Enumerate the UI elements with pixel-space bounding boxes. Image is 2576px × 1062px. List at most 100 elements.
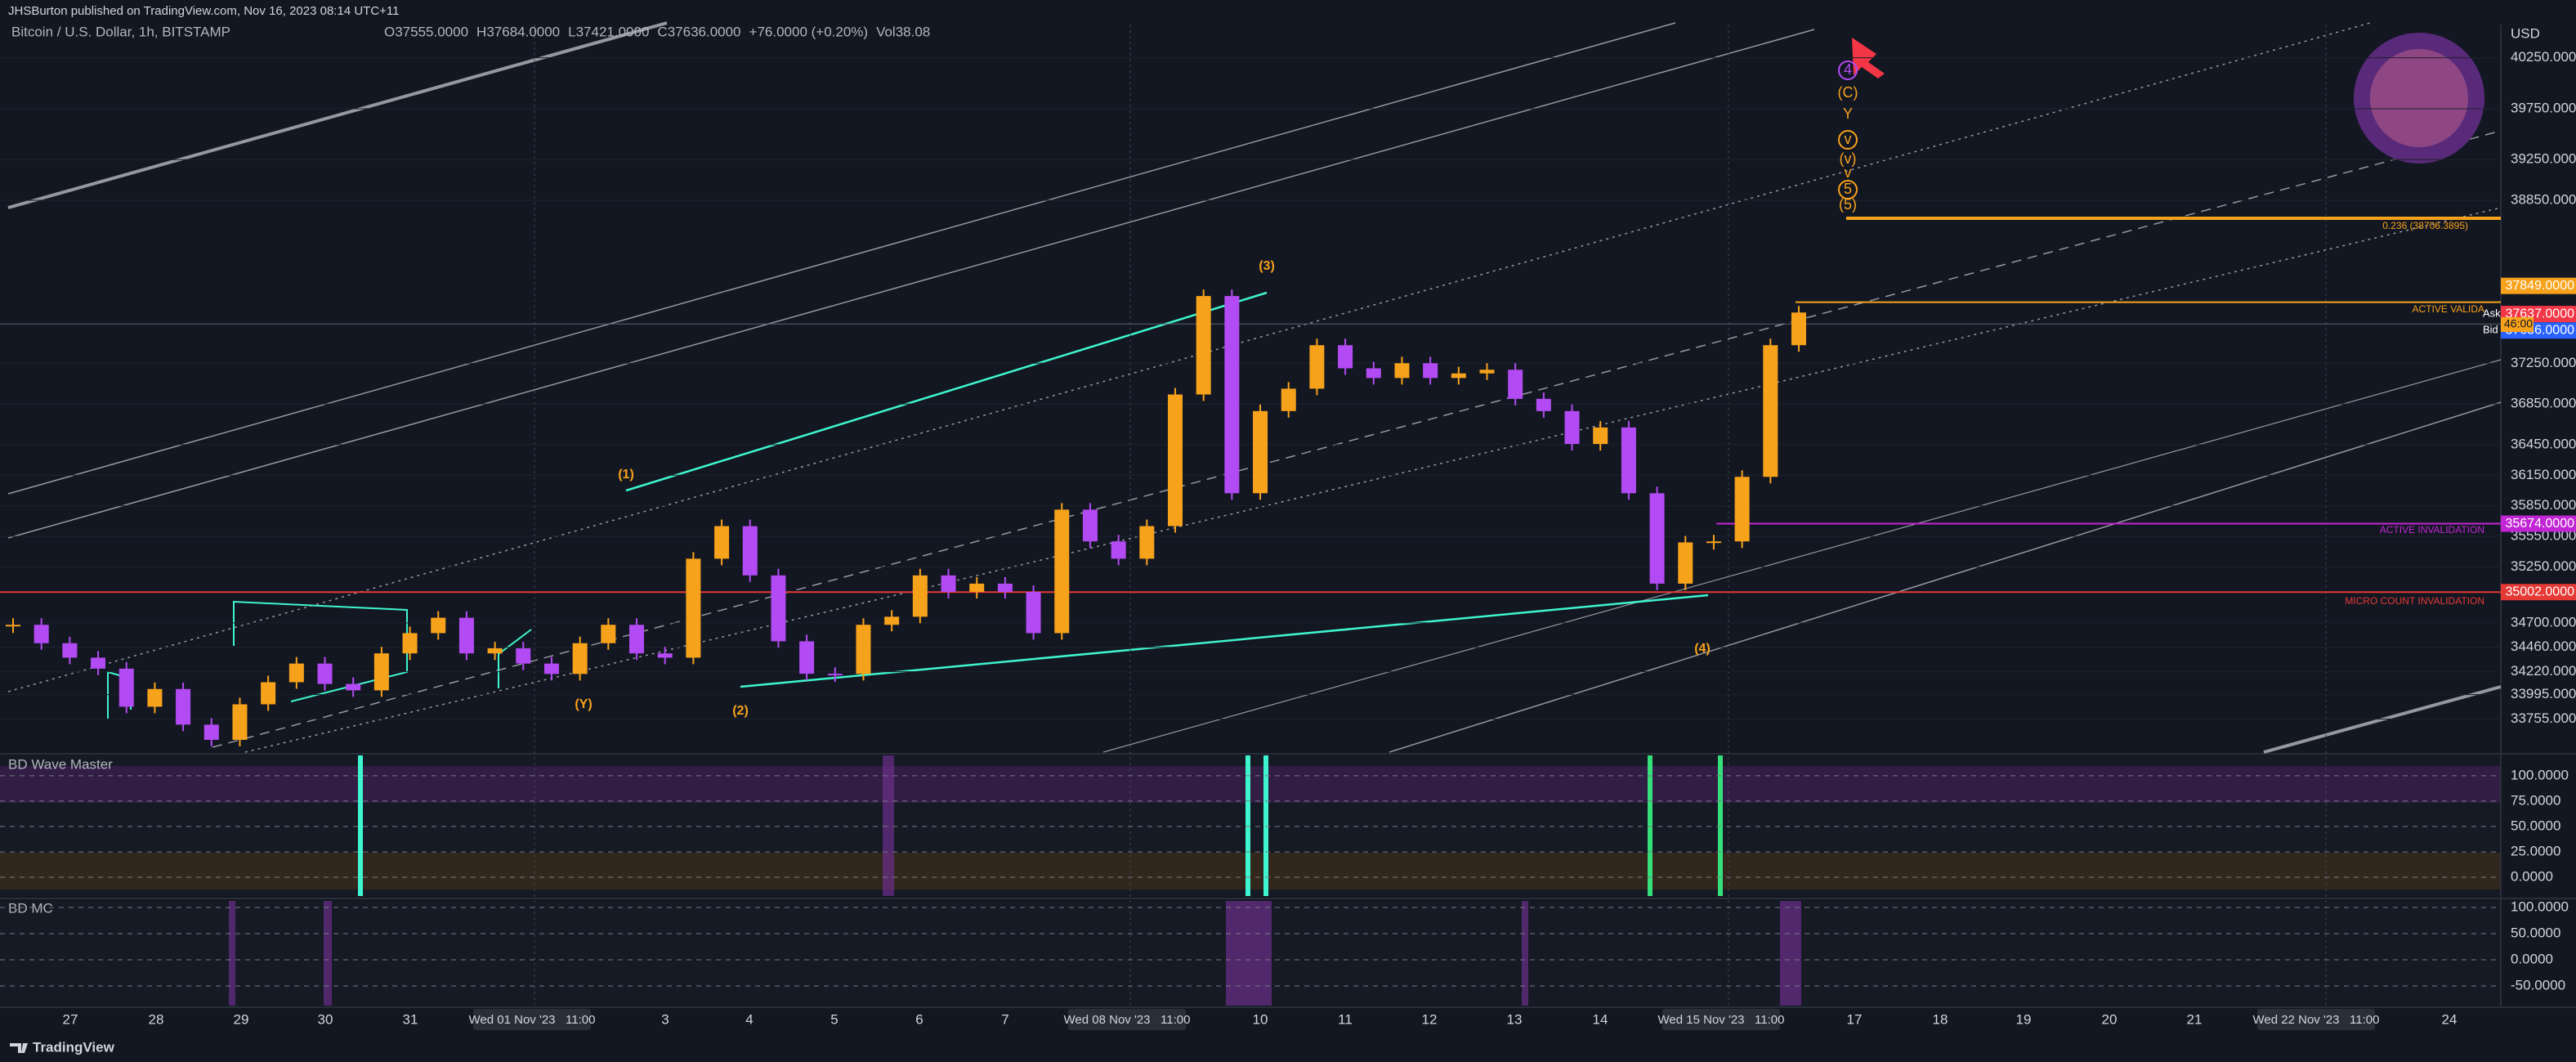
candle [1196,296,1211,395]
channel-line [7,22,1676,495]
candle [771,575,786,642]
candle [827,674,843,676]
candle [856,625,871,674]
x-tick-label: 30 [318,1011,333,1027]
projection-label: 4 [1844,61,1852,78]
channel-line [1389,401,2502,753]
label-ring [1838,130,1858,150]
y-tick-label: 36150.0000 [2511,467,2576,482]
candle [317,663,333,684]
candle [1366,368,1381,379]
price-tag-side: Bid [2483,324,2498,336]
y-tick-label: 36450.0000 [2511,436,2576,451]
countdown: 46:00 [2504,317,2533,330]
panel-tick-label: 75.0000 [2511,792,2560,808]
signal-bar [1226,901,1272,1006]
panel-tick-label: 25.0000 [2511,843,2560,858]
panel-tick-label: 100.0000 [2511,767,2569,782]
candle [1026,591,1041,634]
candle [1451,373,1466,379]
logo [10,1043,28,1053]
x-tick-label: 12 [1422,1011,1438,1027]
time-highlight [1068,1009,1186,1030]
candle [91,657,106,669]
y-tick-label: 34460.0000 [2511,639,2576,654]
price-tag-label: 35674.0000 [2505,517,2574,531]
y-tick-label: 38850.0000 [2511,192,2576,208]
candle [912,575,928,617]
x-tick-label: 28 [149,1011,164,1027]
candle [1791,312,1806,346]
countdown-box [2501,317,2534,332]
level-note: MICRO COUNT INVALIDATION [2345,595,2484,607]
x-tick-label: 27 [63,1011,78,1027]
candle [657,653,673,658]
candle [6,625,20,627]
projection-label: v [1845,164,1852,181]
ohlc-value: +76.0000 (+0.20%) [749,24,869,39]
candle [601,625,616,643]
candle [1281,388,1296,411]
candle [629,625,645,654]
x-tick-label: 3 [661,1011,669,1027]
panel-title: BD Wave Master [8,756,113,772]
y-tick-label: 37250.0000 [2511,355,2576,370]
signal-bar [1246,755,1250,896]
x-tick-label: 24 [2442,1011,2457,1027]
signal-bar [1648,755,1652,896]
y-tick-label: 36850.0000 [2511,396,2576,411]
wave-label: (3) [1259,259,1275,273]
projection-label: (v) [1840,150,1857,167]
candle [119,668,134,707]
ohlc-value: L37421.0000 [568,24,649,39]
y-tick-label: 34220.0000 [2511,663,2576,679]
channel-line [1102,359,2502,753]
x-tick-label: Wed 15 Nov '23 11:00 [1658,1013,1785,1027]
candle [431,617,446,634]
x-tick-label: 14 [1593,1011,1608,1027]
panel-tick-label: -50.0000 [2511,977,2565,993]
wave-label: (Y) [575,697,592,711]
signal-bar [358,755,363,896]
signal-bar [883,755,894,896]
x-tick-label: 21 [2187,1011,2203,1027]
price-tag-box [2501,515,2576,532]
signal-bar [229,901,235,1006]
wedge-line [625,291,1268,492]
price-tag-side: Ask [2483,307,2501,320]
label-ring [1838,180,1858,199]
x-tick-label: 31 [403,1011,418,1027]
candle [1706,541,1721,544]
projection-label: 5 [1844,181,1852,197]
wave-label: (1) [618,468,634,482]
y-tick-label: 34700.0000 [2511,614,2576,630]
y-tick-label: 33755.0000 [2511,710,2576,726]
candles [6,289,1806,746]
x-tick-label: 11 [1338,1011,1353,1027]
candle [1309,345,1325,389]
candle [1593,427,1608,445]
candle [373,653,389,691]
candle [1508,370,1523,399]
currency: USD [2511,25,2540,41]
projection-label: (C) [1838,84,1858,101]
candle [261,682,276,705]
level-note: 0.236 (38706.3895) [2382,220,2468,231]
candle [1082,509,1098,542]
price-tag-label: 37849.0000 [2505,279,2574,293]
signal-bar [324,901,332,1006]
candle [62,643,78,658]
x-tick-label: 6 [915,1011,923,1027]
avatar-detail [2370,49,2468,147]
candle [799,641,815,674]
x-tick-label: Wed 01 Nov '23 11:00 [469,1013,596,1027]
signal-bars [229,755,1801,1006]
symbol-title: Bitcoin / U.S. Dollar, 1h, BITSTAMP [11,24,230,39]
candle [941,575,956,592]
x-tick-label: Wed 22 Nov '23 11:00 [2253,1013,2380,1027]
candle [176,688,191,725]
candle [884,616,900,625]
y-tick-label: 33995.0000 [2511,686,2576,701]
candle [1054,509,1070,634]
